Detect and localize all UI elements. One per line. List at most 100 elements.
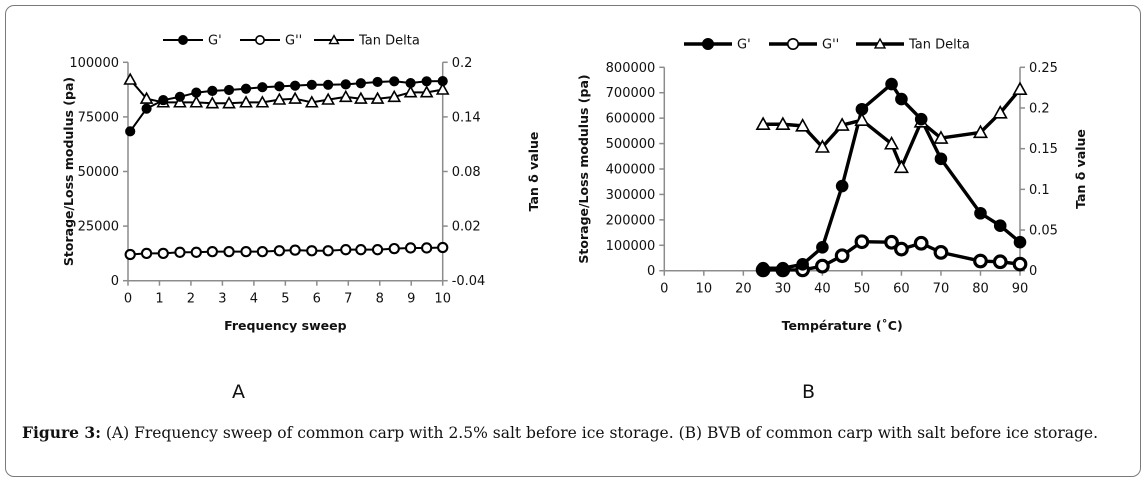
y2-tick-label: 0.14 — [452, 110, 481, 125]
data-point — [322, 245, 334, 257]
data-point — [158, 94, 169, 106]
x-tick-label: 20 — [735, 282, 752, 297]
y-tick-label: 100000 — [606, 239, 656, 254]
data-point — [884, 234, 899, 250]
legend-item: Tan Delta — [314, 34, 420, 49]
x-tick-label: 40 — [814, 282, 831, 297]
data-point — [421, 242, 433, 254]
y2-tick-label: 0.05 — [1029, 224, 1058, 239]
data-point — [370, 91, 385, 104]
x-tick-label: 9 — [407, 292, 415, 307]
legend-item: G' — [163, 34, 222, 49]
data-point — [437, 75, 448, 87]
y-tick-label: 75000 — [78, 110, 119, 125]
data-point — [933, 245, 949, 260]
data-point — [795, 118, 811, 132]
caption-label: Figure 3: — [22, 423, 101, 442]
x-tick-label: 1 — [155, 292, 163, 307]
data-point — [914, 112, 928, 126]
x-tick-label: 80 — [972, 282, 989, 297]
data-point — [776, 261, 790, 275]
data-point — [304, 95, 319, 108]
data-point — [404, 242, 417, 254]
data-point — [933, 130, 949, 144]
x-tick-label: 10 — [434, 292, 451, 307]
x-tick-label: 60 — [893, 282, 910, 297]
data-point — [306, 245, 318, 257]
data-point — [814, 139, 830, 153]
y-axis-title: Storage/Loss modulus (pa) — [576, 74, 591, 263]
data-point — [854, 112, 870, 126]
legend-label: Tan Delta — [358, 34, 420, 49]
data-point — [815, 258, 830, 274]
y2-tick-label: 0.15 — [1029, 142, 1058, 157]
data-point — [124, 248, 136, 261]
data-point — [913, 235, 929, 251]
x-axis-title: Frequency sweep — [224, 318, 346, 333]
data-point — [992, 105, 1008, 119]
data-point — [290, 80, 301, 91]
legend-item: G'' — [769, 38, 839, 53]
data-point — [205, 96, 220, 109]
legend-marker-filled-circle-icon — [701, 37, 715, 51]
y-tick-label: 500000 — [606, 137, 656, 152]
y-tick-label: 100000 — [69, 56, 119, 71]
data-point — [190, 246, 202, 258]
y-tick-label: 700000 — [606, 86, 656, 101]
data-point — [354, 91, 368, 104]
x-tick-label: 0 — [124, 292, 132, 307]
legend-marker-triangle-icon — [328, 34, 340, 45]
x-tick-label: 8 — [376, 292, 384, 307]
legend-label: G'' — [822, 38, 839, 53]
data-point — [272, 92, 287, 105]
data-point — [273, 245, 286, 257]
series-markers-gpp — [755, 234, 1028, 278]
caption-text: (A) Frequency sweep of common carp with … — [100, 424, 1098, 442]
data-point — [174, 246, 186, 258]
data-point — [405, 77, 416, 89]
data-point — [775, 116, 791, 131]
data-point — [972, 124, 989, 139]
data-point — [389, 76, 400, 87]
data-point — [993, 219, 1007, 232]
data-point — [274, 81, 285, 92]
data-point — [974, 206, 987, 220]
data-point — [854, 234, 870, 250]
data-point — [223, 84, 235, 96]
data-point — [223, 246, 235, 258]
x-tick-label: 50 — [854, 282, 871, 297]
data-point — [239, 95, 253, 108]
data-point — [796, 258, 809, 271]
x-tick-label: 2 — [187, 292, 195, 307]
y2-tick-label: -0.04 — [452, 274, 486, 289]
x-tick-label: 6 — [313, 292, 321, 307]
x-tick-label: 4 — [250, 292, 258, 307]
legend-label: Tan Delta — [908, 38, 970, 53]
data-point — [191, 87, 202, 98]
x-tick-label: 90 — [1012, 282, 1029, 297]
data-point — [189, 95, 204, 108]
data-point — [222, 96, 236, 109]
data-point — [355, 244, 367, 256]
figure-frame — [5, 5, 1141, 477]
data-point — [403, 85, 418, 98]
series-markers-gp — [756, 77, 1027, 275]
data-point — [1012, 81, 1028, 96]
data-point — [437, 241, 449, 254]
data-point — [288, 91, 302, 104]
data-point — [421, 76, 432, 87]
data-point — [816, 241, 829, 254]
data-point — [157, 247, 169, 260]
x-tick-label: 10 — [696, 282, 713, 297]
y-tick-label: 0 — [111, 274, 119, 289]
x-tick-label: 5 — [281, 292, 289, 307]
x-tick-label: 3 — [218, 292, 226, 307]
data-point — [835, 179, 849, 193]
y-tick-label: 50000 — [78, 165, 119, 180]
data-point — [255, 95, 270, 108]
legend: G' G'' Tan Delta — [684, 38, 970, 53]
y-tick-label: 300000 — [606, 188, 656, 203]
data-point — [893, 159, 909, 174]
y2-tick-label: 0 — [1029, 264, 1037, 279]
data-point — [894, 241, 909, 257]
